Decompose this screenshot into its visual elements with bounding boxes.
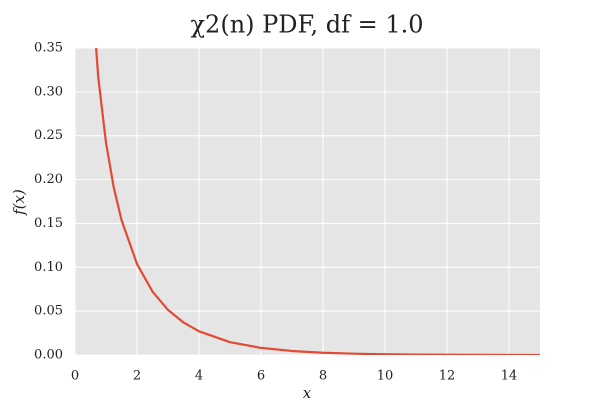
x-tick-label: 12 (439, 369, 456, 384)
y-tick-label: 0.05 (34, 304, 63, 319)
x-tick-label: 6 (257, 369, 265, 384)
y-tick-label: 0.30 (34, 84, 63, 99)
grid (74, 47, 540, 356)
x-tick-label: 10 (377, 369, 394, 384)
y-tick-label: 0.25 (34, 128, 63, 143)
data-line (95, 48, 540, 355)
y-axis-label: f(x) (10, 189, 28, 216)
y-tick-label: 0.10 (34, 260, 63, 275)
x-tick-label: 14 (501, 369, 518, 384)
y-tick-label: 0.20 (34, 172, 63, 187)
x-tick-label: 4 (195, 369, 203, 384)
chart-title: χ2(n) PDF, df = 1.0 (191, 11, 424, 39)
y-tick-label: 0.35 (34, 41, 63, 56)
y-tick-label: 0.00 (34, 348, 63, 363)
x-tick-label: 0 (71, 369, 79, 384)
x-tick-label: 2 (133, 369, 141, 384)
plot-background (75, 48, 540, 355)
x-tick-label: 8 (319, 369, 327, 384)
y-tick-label: 0.15 (34, 216, 63, 231)
x-axis-label: x (303, 384, 312, 400)
plot-area (95, 48, 540, 355)
